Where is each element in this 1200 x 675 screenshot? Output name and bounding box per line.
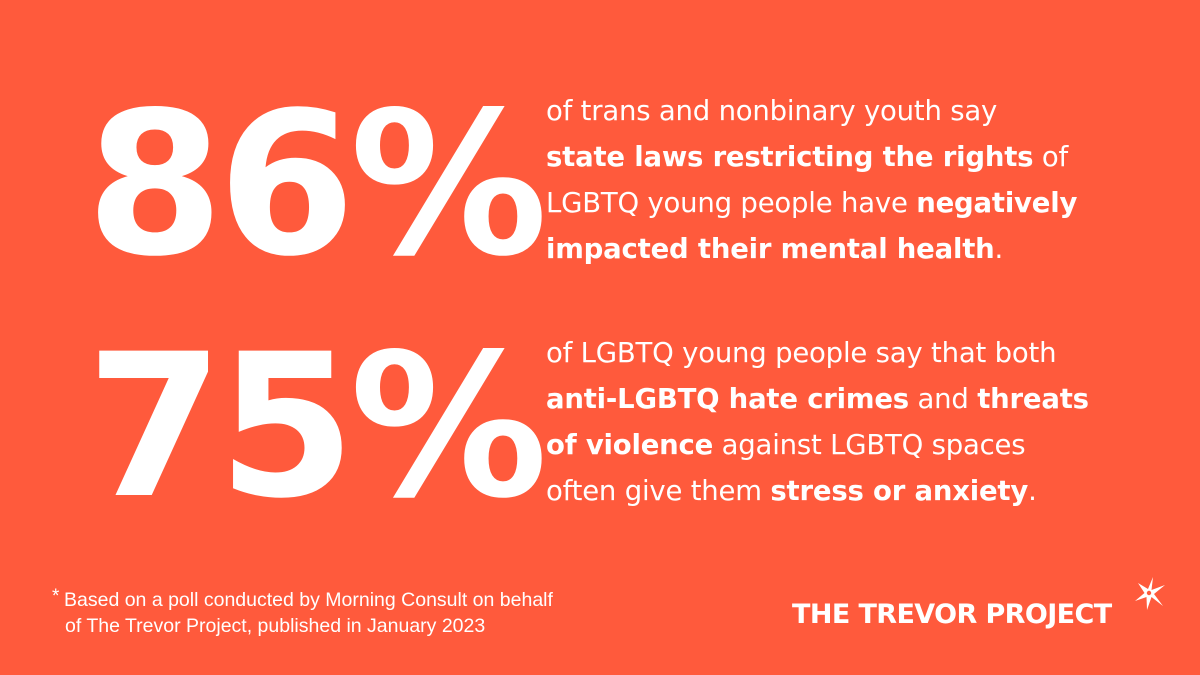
footnote-line-1: Based on a poll conducted by Morning Con…	[64, 589, 553, 611]
stat-2-line-1: of LGBTQ young people say that both	[546, 330, 1106, 376]
stat-1-line-2-text: of	[1033, 141, 1068, 173]
stat-2-line-4-text-a: often give them	[546, 475, 771, 507]
stat-2-line-4: often give them stress or anxiety.	[546, 468, 1106, 514]
stat-1-line-2-bold: state laws restricting the rights	[546, 141, 1034, 173]
stat-2-line-4-bold: stress or anxiety	[770, 475, 1029, 507]
stat-1-line-4: impacted their mental health.	[546, 226, 1106, 272]
trevor-project-logo: THE TREVOR PROJECT	[792, 598, 1112, 632]
stat-1-line-1: of trans and nonbinary youth say	[546, 88, 1106, 134]
logo-wordmark: THE TREVOR PROJECT	[792, 599, 1112, 630]
stat-1-description: of trans and nonbinary youth say state l…	[546, 88, 1106, 272]
trevor-star-icon	[1135, 577, 1165, 610]
stat-2-line-2-bold-b: threats	[977, 383, 1089, 415]
stat-2-line-2-text: and	[908, 383, 978, 415]
stat-2-line-2-bold-a: anti-LGBTQ hate crimes	[546, 383, 909, 415]
stat-1-number: 86%	[86, 69, 548, 300]
stat-2-line-2: anti-LGBTQ hate crimes and threats	[546, 376, 1106, 422]
footnote-line-2: of The Trevor Project, published in Janu…	[65, 615, 486, 637]
stat-2-line-1-text: of LGBTQ young people say that both	[546, 337, 1057, 369]
footnote: * Based on a poll conducted by Morning C…	[52, 586, 553, 639]
stat-1-line-4-text: .	[994, 233, 1004, 265]
stat-2-number: 75%	[86, 311, 548, 542]
stat-2-description: of LGBTQ young people say that both anti…	[546, 330, 1106, 514]
stat-1-line-3: LGBTQ young people have negatively	[546, 180, 1106, 226]
stat-1-line-3-text: LGBTQ young people have	[546, 187, 917, 219]
footnote-asterisk: *	[52, 586, 60, 607]
stat-1-line-4-bold: impacted their mental health	[546, 233, 995, 265]
stat-2-line-4-text-b: .	[1028, 475, 1037, 507]
stat-1-line-1-text: of trans and nonbinary youth say	[546, 95, 998, 127]
stat-1-line-3-bold: negatively	[916, 187, 1078, 219]
stat-2-line-3-bold: of violence	[546, 429, 714, 461]
stat-1-line-2: state laws restricting the rights of	[546, 134, 1106, 180]
stat-2-line-3: of violence against LGBTQ spaces	[546, 422, 1106, 468]
stat-2-line-3-text: against LGBTQ spaces	[713, 429, 1026, 461]
